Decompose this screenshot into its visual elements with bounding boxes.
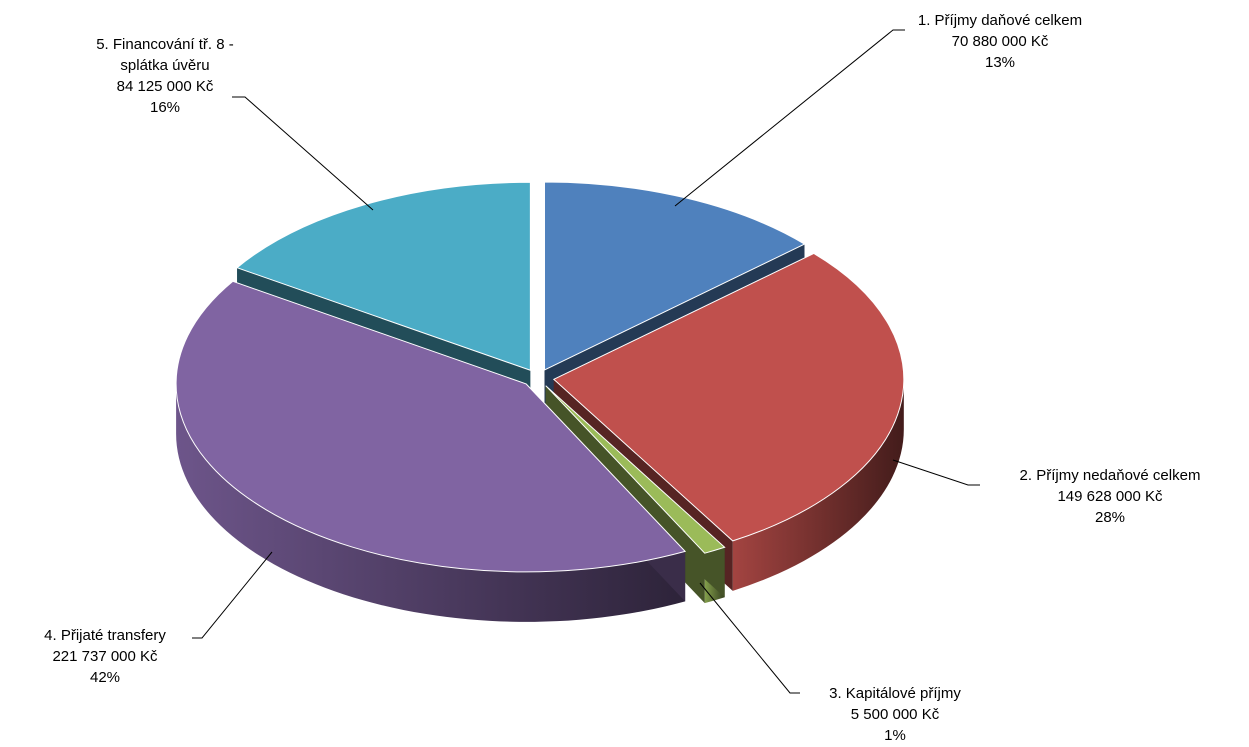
slice-5-top (236, 181, 531, 371)
leader-line-1 (674, 29, 905, 207)
slice-2-percent: 28% (1094, 509, 1126, 526)
slice-4-side (176, 383, 686, 622)
label-slice-2: 2. Příjmy nedaňové celkem 149 628 000 Kč… (975, 465, 1245, 528)
slice-1-name: 1. Příjmy daňové celkem (917, 12, 1083, 29)
slice-3-percent: 1% (884, 727, 906, 744)
pie-tops (175, 181, 905, 573)
label-slice-4: 4. Přijaté transfery 221 737 000 Kč 42% (5, 625, 205, 688)
slice-5-value: 84 125 000 Kč (116, 78, 214, 95)
label-slice-5: 5. Financování tř. 8 - splátka úvěru 84 … (45, 34, 285, 118)
leader-lines (192, 29, 980, 694)
slice-4-top (175, 280, 687, 573)
slice-1-top (544, 181, 806, 371)
slice-1-percent: 13% (984, 54, 1016, 71)
label-slice-3: 3. Kapitálové příjmy 5 500 000 Kč 1% (780, 683, 1010, 746)
slice-4-percent: 42% (89, 669, 121, 686)
slice-3-value: 5 500 000 Kč (850, 706, 940, 723)
slice-1-value: 70 880 000 Kč (951, 33, 1049, 50)
slice-3-top (545, 385, 726, 554)
slice-5-percent: 16% (149, 99, 181, 116)
slice-3-name: 3. Kapitálové příjmy (829, 685, 961, 702)
slice-5-name-line-2: splátka úvěru (120, 57, 210, 74)
leader-line-4 (192, 551, 273, 639)
slice-4-name: 4. Přijaté transfery (44, 627, 166, 644)
slice-5-name-line-1: 5. Financování tř. 8 - (96, 36, 234, 53)
leader-line-3 (699, 582, 800, 694)
slice-2-name: 2. Příjmy nedaňové celkem (1019, 467, 1201, 484)
slice-2-top (552, 252, 905, 542)
label-slice-1: 1. Příjmy daňové celkem 70 880 000 Kč 13… (860, 10, 1140, 73)
slice-2-value: 149 628 000 Kč (1057, 488, 1163, 505)
leader-line-2 (892, 459, 980, 486)
slice-4-value: 221 737 000 Kč (52, 648, 158, 665)
leader-line-5 (232, 96, 374, 211)
slice-2-side (732, 379, 904, 591)
